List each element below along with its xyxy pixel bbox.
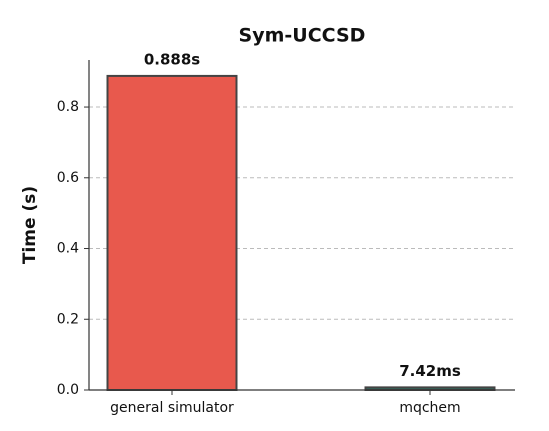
value-label: 0.888s bbox=[144, 50, 200, 68]
x-tick-label: general simulator bbox=[110, 400, 234, 416]
bar bbox=[106, 74, 238, 391]
y-tick-label: 0.0 bbox=[57, 382, 79, 398]
y-axis-label: Time (s) bbox=[20, 186, 40, 264]
y-tick-label: 0.8 bbox=[57, 99, 79, 115]
y-tick-label: 0.6 bbox=[57, 170, 79, 186]
chart-title: Sym-UCCSD bbox=[239, 25, 366, 47]
x-tick-label: mqchem bbox=[399, 400, 460, 416]
value-label: 7.42ms bbox=[399, 362, 461, 380]
y-tick-label: 0.4 bbox=[57, 241, 79, 257]
y-tick-label: 0.2 bbox=[57, 311, 79, 327]
